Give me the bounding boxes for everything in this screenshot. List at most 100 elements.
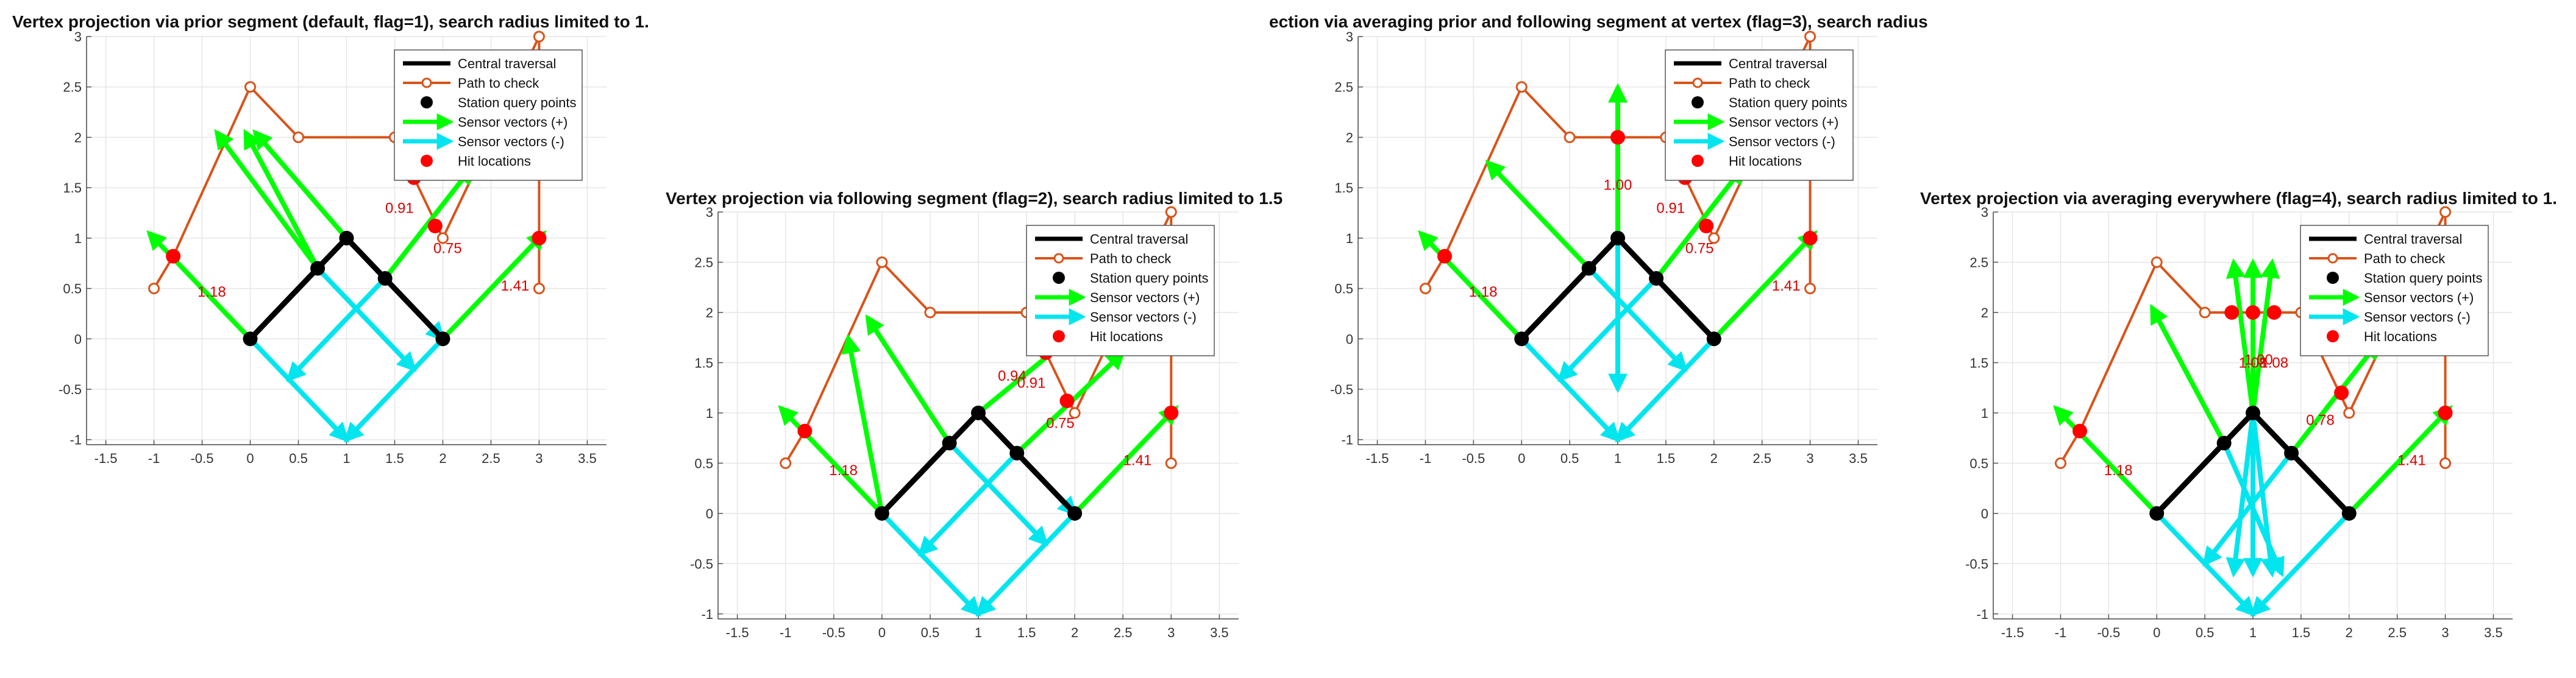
hit-location (2334, 385, 2349, 400)
x-tick-label: 2.5 (482, 451, 500, 466)
x-tick-label: 1.5 (385, 451, 404, 466)
legend-label: Sensor vectors (+) (2364, 290, 2474, 305)
path-vertex-marker (533, 283, 545, 295)
x-tick-label: -0.5 (822, 625, 845, 640)
hit-location (532, 230, 547, 245)
distance-label: 0.78 (2306, 412, 2335, 429)
legend-swatch-hit (1692, 155, 1704, 167)
sensor-vector-minus (880, 512, 981, 617)
sensor-vector-minus (1520, 337, 1621, 443)
sensor-vector-minus (248, 337, 349, 443)
path-vertex-marker (2439, 457, 2452, 469)
sensor-vector-plus (243, 129, 320, 270)
x-tick-label: 1 (975, 625, 982, 640)
sensor-vector-minus (2250, 512, 2351, 617)
path-vertex-marker (1069, 407, 1081, 419)
legend-label: Path to check (1090, 251, 1172, 266)
x-tick-label: 2 (1710, 451, 1718, 466)
legend: Central traversal Path to check Station qu… (2300, 225, 2489, 356)
path-vertex-marker (148, 283, 160, 295)
y-tick-label: 3 (706, 205, 713, 220)
path-vertex-marker (1804, 283, 1816, 295)
legend-label: Sensor vectors (+) (1729, 115, 1838, 130)
x-tick-label: -0.5 (191, 451, 214, 466)
sensor-vector-minus (947, 441, 1049, 546)
hit-location (2246, 305, 2260, 320)
path-vertex-marker (2151, 256, 2163, 268)
y-tick-label: -1 (701, 607, 713, 622)
distance-label: 1.18 (2104, 462, 2133, 479)
station-query-point (874, 506, 889, 521)
legend-swatch-path-marker (1053, 253, 1064, 264)
x-tick-label: 3.5 (1849, 451, 1868, 466)
legend-label: Central traversal (1090, 231, 1188, 247)
path-vertex-marker (1804, 30, 1816, 43)
x-tick-label: -0.5 (1462, 451, 1485, 466)
y-tick-label: 1.5 (694, 355, 713, 370)
x-tick-label: 3 (2441, 625, 2449, 640)
x-tick-label: 1.5 (2292, 625, 2311, 640)
x-tick-label: -1.5 (726, 625, 749, 640)
y-tick-label: -1 (1976, 607, 1988, 622)
legend-label: Path to check (2364, 251, 2446, 266)
station-query-point (2149, 506, 2165, 521)
y-tick-label: -1 (69, 433, 82, 448)
station-query-point (1067, 506, 1083, 521)
sensor-vector-plus (2149, 304, 2227, 445)
y-tick-label: 2.5 (1969, 255, 1988, 270)
hit-location (2266, 305, 2282, 320)
y-tick-label: 0.5 (63, 281, 82, 297)
station-query-point (1514, 331, 1529, 347)
y-tick-label: -0.5 (59, 382, 82, 397)
x-tick-label: 3.5 (578, 451, 597, 466)
legend-swatch-path-marker (421, 77, 432, 88)
x-tick-label: 1 (1614, 451, 1621, 466)
chart-title: Vertex projection via prior segment (def… (12, 12, 649, 31)
y-tick-label: -0.5 (690, 556, 713, 571)
sensor-vector-plus (2250, 258, 2280, 414)
x-tick-label: 0 (878, 625, 886, 640)
x-tick-label: 0 (2153, 625, 2160, 640)
x-tick-label: -1.5 (1366, 451, 1389, 466)
distance-label: 0.75 (1685, 241, 1714, 257)
legend-label: Station query points (458, 95, 576, 110)
legend-label: Sensor vectors (-) (1729, 134, 1835, 149)
path-vertex-marker (293, 131, 305, 143)
legend-swatch-station (421, 96, 433, 108)
x-tick-label: 2 (439, 451, 446, 466)
path-vertex-marker (1165, 206, 1177, 218)
y-tick-label: 3 (1346, 29, 1353, 44)
hit-location (2073, 423, 2087, 439)
legend-label: Hit locations (458, 154, 531, 169)
y-tick-label: 3 (74, 29, 82, 44)
path-vertex-marker (244, 81, 257, 93)
y-tick-label: 0 (1981, 506, 1988, 521)
y-tick-label: 1 (1346, 231, 1353, 246)
legend-label: Sensor vectors (+) (1090, 290, 1200, 305)
legend-swatch-station (2327, 272, 2339, 284)
legend-swatch-hit (1053, 330, 1065, 342)
x-tick-label: 0.5 (1560, 451, 1579, 466)
distance-label: 1.00 (2244, 352, 2273, 369)
x-tick-label: 0.5 (921, 625, 940, 640)
sensor-vector-plus (441, 230, 547, 341)
sensor-vector-plus (2289, 339, 2381, 455)
sensor-vector-plus (1654, 164, 1746, 280)
sensor-vector-plus (1712, 230, 1818, 341)
hit-location (1059, 394, 1075, 409)
sensor-vector-plus (2226, 258, 2255, 414)
station-query-point (1581, 261, 1596, 276)
x-tick-label: 3 (535, 451, 543, 466)
station-query-point (339, 230, 354, 245)
x-tick-label: 2 (2346, 625, 2353, 640)
sensor-vector-minus (344, 337, 445, 443)
path-vertex-marker (1515, 81, 1528, 93)
sensor-vector-minus (316, 266, 417, 372)
path-vertex-marker (1419, 283, 1431, 295)
x-tick-label: -0.5 (2097, 625, 2120, 640)
x-tick-label: 2.5 (2388, 625, 2407, 640)
station-query-point (377, 271, 393, 286)
sensor-vector-plus (252, 129, 349, 240)
sensor-vector-plus (1485, 160, 1591, 270)
